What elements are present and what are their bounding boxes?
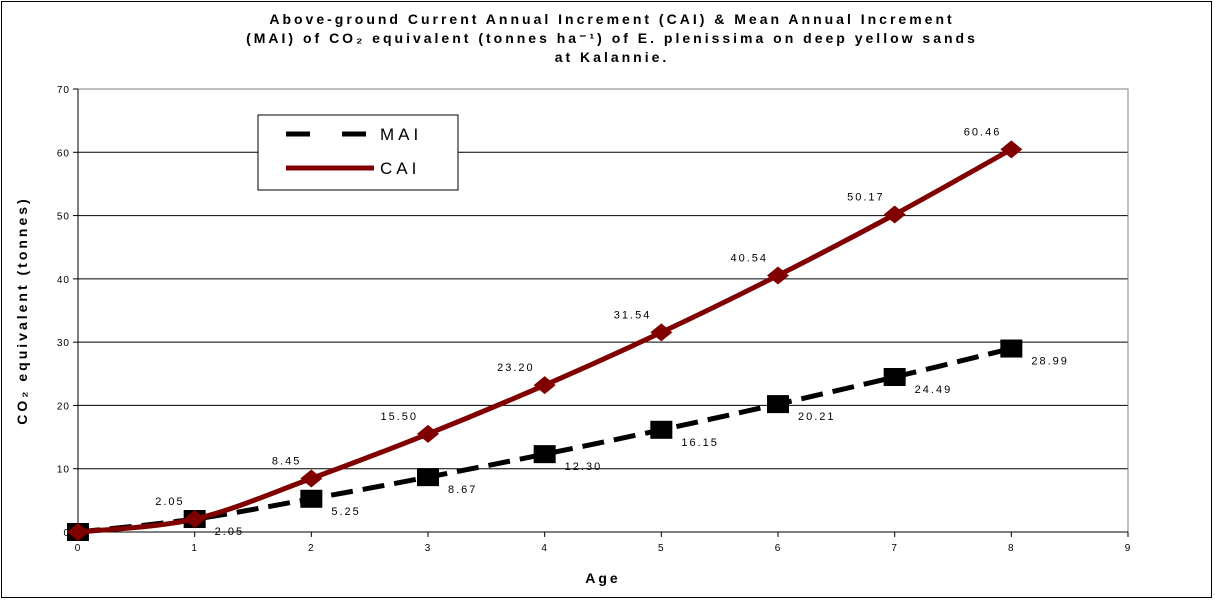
point-cai-4 [533,376,556,395]
y-tick-label-10: 10 [57,465,70,476]
x-tick-label-8: 8 [1008,543,1015,554]
x-tick-label-5: 5 [658,543,665,554]
point-cai-2 [300,469,323,488]
data-label-cai-3: 15.50 [380,411,418,423]
x-tick-label-4: 4 [541,543,548,554]
legend-label-cai: CAI [380,159,420,178]
series-line-cai [77,147,1013,535]
gridlines [78,88,1128,470]
point-mai-7 [883,368,906,387]
x-tick-label-6: 6 [775,543,782,554]
data-label-mai-1: 2.05 [215,526,244,538]
data-label-cai-5: 31.54 [614,309,652,321]
tick-labels: 0 10 20 30 40 50 60 70 0 1 2 3 4 5 6 7 8 9 Age CO₂ equivale… [14,85,1132,586]
data-label-mai-4: 12.30 [565,461,603,473]
data-label-cai-4: 23.20 [497,362,535,374]
point-mai-3 [417,468,439,487]
y-tick-label-40: 40 [57,275,70,286]
data-label-mai-5: 16.15 [681,437,719,449]
y-tick-label-30: 30 [57,338,70,349]
series [67,140,1023,541]
data-label-mai-2: 5.25 [331,506,360,518]
y-tick-label-70: 70 [57,85,70,96]
data-label-cai-8: 60.46 [964,126,1002,138]
data-labels: 2.05 5.25 8.67 12.30 16.15 20.21 24.49 28.99 2.0… [155,126,1069,538]
x-axis-title: Age [585,570,620,586]
x-tick-label-3: 3 [425,543,432,554]
legend: MAI CAI [257,114,459,191]
point-cai-6 [767,266,789,285]
axes [77,88,1129,533]
data-label-mai-7: 24.49 [915,384,953,396]
y-tick-label-50: 50 [57,212,70,223]
data-label-mai-8: 28.99 [1031,356,1069,368]
x-tick-label-9: 9 [1125,543,1132,554]
data-label-cai-7: 50.17 [847,191,885,203]
point-mai-8 [1000,339,1023,358]
point-cai-3 [417,424,439,443]
y-tick-label-60: 60 [57,148,70,159]
chart-title-line-2: (MAI) of CO₂ equivalent (tonnes ha⁻¹) of… [246,30,978,46]
chart-title-line-1: Above-ground Current Annual Increment (C… [269,11,954,27]
point-mai-6 [767,395,789,414]
x-tick-label-2: 2 [308,543,315,554]
y-tick-label-0: 0 [63,528,70,539]
data-label-cai-6: 40.54 [730,252,768,264]
y-tick-label-20: 20 [57,401,70,412]
point-mai-4 [533,445,556,464]
data-label-mai-3: 8.67 [448,484,477,496]
data-label-cai-2: 8.45 [272,456,301,468]
legend-label-mai: MAI [380,125,422,144]
x-tick-label-7: 7 [891,543,898,554]
point-cai-7 [883,205,906,224]
plot-area-border [77,88,1129,533]
point-mai-2 [300,489,323,508]
x-tick-label-0: 0 [75,543,82,554]
x-tick-label-1: 1 [191,543,198,554]
data-label-cai-1: 2.05 [155,496,184,508]
point-cai-1 [183,510,206,529]
legend-box [257,114,459,191]
chart-title-line-3: at Kalannie. [555,49,670,65]
series-line-mai [77,346,1012,535]
point-cai-0 [67,523,89,541]
point-cai-5 [650,323,673,342]
point-cai-8 [1000,140,1023,159]
point-mai-5 [650,420,673,439]
chart-title: Above-ground Current Annual Increment (C… [246,11,978,65]
y-axis-title: CO₂ equivalent (tonnes) [14,196,30,424]
data-label-mai-6: 20.21 [798,411,836,423]
